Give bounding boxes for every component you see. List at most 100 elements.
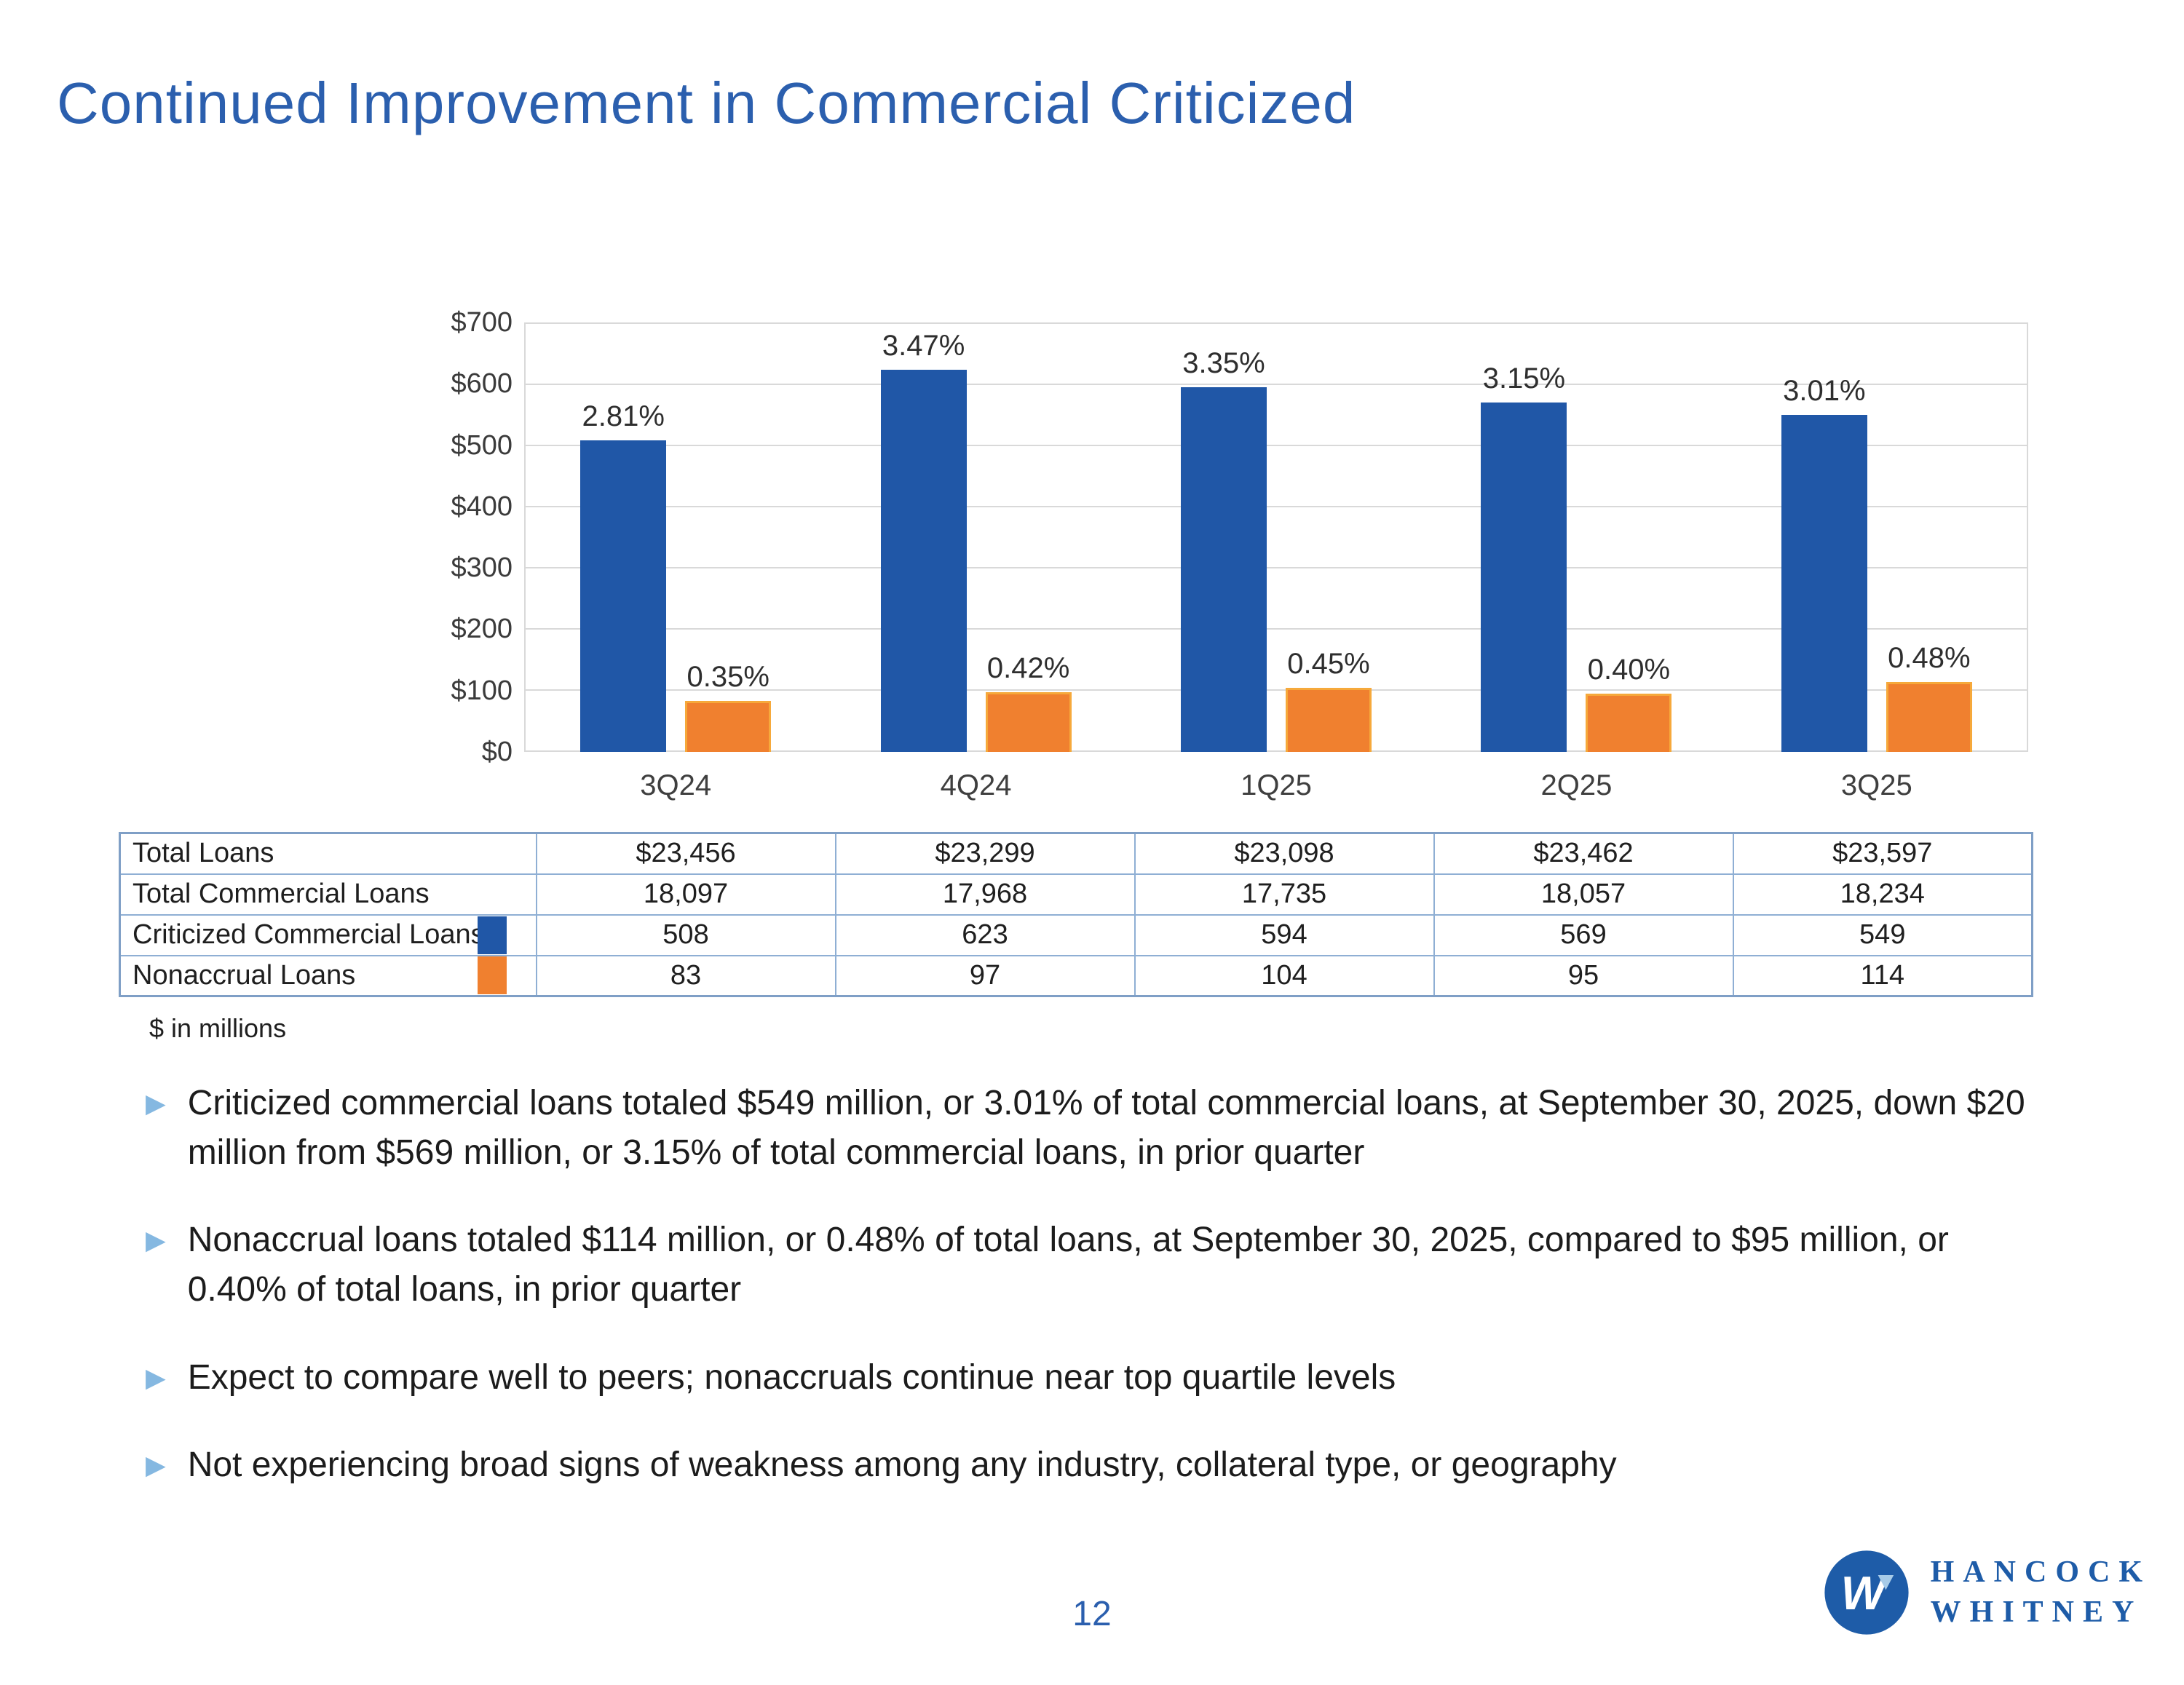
nonaccrual-bar-label: 0.45% (1287, 648, 1370, 681)
table-row-total-commercial-loans: Total Commercial Loans 18,097 17,968 17,… (119, 873, 2033, 916)
chart-plot-area: $700 $600 $500 $400 $300 $200 $100 $0 2.… (451, 307, 2028, 801)
criticized-loans-chart: $700 $600 $500 $400 $300 $200 $100 $0 2.… (448, 307, 2028, 801)
chart-bar-group-4q24: 3.47% 0.42% (826, 322, 1125, 752)
table-row-total-loans: Total Loans $23,456 $23,299 $23,098 $23,… (119, 832, 2033, 875)
row-label-cell: Nonaccrual Loans (119, 954, 537, 997)
row-label-cell: Total Loans (119, 832, 537, 875)
row-label: Criticized Commercial Loans (132, 919, 485, 950)
nonaccrual-bar (1586, 693, 1672, 752)
bullet-list: ▶ Criticized commercial loans totaled $5… (146, 1079, 2038, 1490)
y-tick: $600 (451, 368, 513, 400)
value-cell: 508 (535, 913, 836, 956)
bullet-item: ▶ Expect to compare well to peers; nonac… (146, 1353, 2038, 1403)
table-row-criticized-commercial-loans: Criticized Commercial Loans 508 623 594 … (119, 913, 2033, 956)
bullet-triangle-icon: ▶ (146, 1088, 166, 1118)
bullet-triangle-icon: ▶ (146, 1449, 166, 1480)
nonaccrual-bar (1886, 681, 1972, 752)
value-cell: $23,098 (1133, 832, 1435, 875)
nonaccrual-bar (985, 692, 1072, 752)
row-label-cell: Total Commercial Loans (119, 873, 537, 916)
table-row-nonaccrual-loans: Nonaccrual Loans 83 97 104 95 114 (119, 954, 2033, 997)
chart-bar-group-3q25: 3.01% 0.48% (1727, 322, 2027, 752)
value-cell: 104 (1133, 954, 1435, 997)
value-cell: 549 (1732, 913, 2033, 956)
nonaccrual-bar-label: 0.42% (986, 652, 1070, 685)
bullet-triangle-icon: ▶ (146, 1362, 166, 1392)
criticized-bar (1481, 403, 1567, 752)
y-tick: $300 (451, 552, 513, 584)
value-cell: 18,234 (1732, 873, 2033, 916)
chart-bar-group-1q25: 3.35% 0.45% (1126, 322, 1426, 752)
bullet-text: Nonaccrual loans totaled $114 million, o… (187, 1221, 1949, 1309)
bullet-text: Expect to compare well to peers; nonaccr… (187, 1357, 1396, 1397)
logo-line2: WHITNEY (1930, 1595, 2143, 1629)
svg-text:W: W (1840, 1566, 1888, 1619)
criticized-bar-label: 3.01% (1783, 375, 1866, 408)
value-cell: 83 (535, 954, 836, 997)
value-cell: $23,462 (1433, 832, 1734, 875)
value-cell: 18,057 (1433, 873, 1734, 916)
value-cell: 18,097 (535, 873, 836, 916)
chart-bar-group-2q25: 3.15% 0.40% (1426, 322, 1726, 752)
nonaccrual-bar (1286, 688, 1372, 752)
criticized-bar-label: 3.35% (1182, 347, 1265, 380)
chart-bar-group-3q24: 2.81% 0.35% (526, 322, 826, 752)
value-cell: 95 (1433, 954, 1734, 997)
value-cell: $23,299 (834, 832, 1136, 875)
bullet-item: ▶ Nonaccrual loans totaled $114 million,… (146, 1216, 2038, 1315)
criticized-bar-label: 2.81% (582, 400, 665, 432)
criticized-legend-swatch (477, 916, 507, 954)
x-tick: 1Q25 (1241, 769, 1312, 801)
loans-data-table: Total Loans $23,456 $23,299 $23,098 $23,… (119, 832, 2033, 997)
value-cell: 623 (834, 913, 1136, 956)
nonaccrual-legend-swatch (477, 956, 507, 995)
criticized-bar (1181, 387, 1267, 752)
y-tick: $0 (481, 736, 513, 767)
page-title: Continued Improvement in Commercial Crit… (57, 71, 1356, 135)
hancock-whitney-logo-icon: W (1824, 1550, 1909, 1635)
value-cell: 594 (1133, 913, 1435, 956)
bullet-item: ▶ Not experiencing broad signs of weakne… (146, 1440, 2038, 1490)
value-cell: $23,597 (1732, 832, 2033, 875)
y-tick: $200 (451, 614, 513, 645)
row-label-cell: Criticized Commercial Loans (119, 913, 537, 956)
x-axis: 3Q24 4Q24 1Q25 2Q25 3Q25 (526, 752, 2027, 802)
bullet-text: Criticized commercial loans totaled $549… (187, 1084, 2025, 1173)
value-cell: 17,735 (1133, 873, 1435, 916)
row-label: Nonaccrual Loans (132, 959, 356, 991)
criticized-bar (1781, 415, 1867, 752)
nonaccrual-bar-label: 0.40% (1587, 653, 1671, 686)
x-tick: 2Q25 (1540, 769, 1613, 801)
row-label: Total Loans (132, 838, 274, 869)
criticized-bar (880, 369, 967, 752)
bar-series: 2.81% 0.35% 3.47% 0.42% (526, 322, 2027, 752)
nonaccrual-bar (685, 701, 772, 752)
x-tick: 4Q24 (940, 769, 1012, 801)
y-tick: $700 (451, 307, 513, 338)
y-axis: $700 $600 $500 $400 $300 $200 $100 $0 (437, 304, 513, 771)
x-tick: 3Q25 (1840, 769, 1912, 801)
value-cell: 114 (1732, 954, 2033, 997)
bullet-text: Not experiencing broad signs of weakness… (187, 1445, 1617, 1484)
value-cell: 97 (834, 954, 1136, 997)
nonaccrual-bar-label: 0.48% (1888, 641, 1971, 674)
y-tick: $500 (451, 429, 513, 461)
criticized-bar (580, 440, 667, 752)
nonaccrual-bar-label: 0.35% (687, 661, 769, 694)
value-cell: 569 (1433, 913, 1734, 956)
logo-line1: HANCOCK (1930, 1555, 2151, 1590)
y-tick: $100 (451, 675, 513, 706)
value-cell: $23,456 (535, 832, 836, 875)
y-tick: $400 (451, 491, 513, 522)
row-label: Total Commercial Loans (132, 879, 430, 909)
hancock-whitney-logo: W HANCOCK WHITNEY (1823, 1549, 2151, 1636)
logo-wordmark: HANCOCK WHITNEY (1931, 1553, 2151, 1632)
criticized-bar-label: 3.15% (1482, 362, 1566, 395)
value-cell: 17,968 (834, 873, 1136, 916)
page-number: 12 (1072, 1595, 1112, 1633)
bullet-item: ▶ Criticized commercial loans totaled $5… (146, 1079, 2038, 1178)
x-tick: 3Q24 (640, 769, 712, 801)
gridlines (526, 322, 2027, 752)
criticized-bar-label: 3.47% (882, 329, 965, 362)
